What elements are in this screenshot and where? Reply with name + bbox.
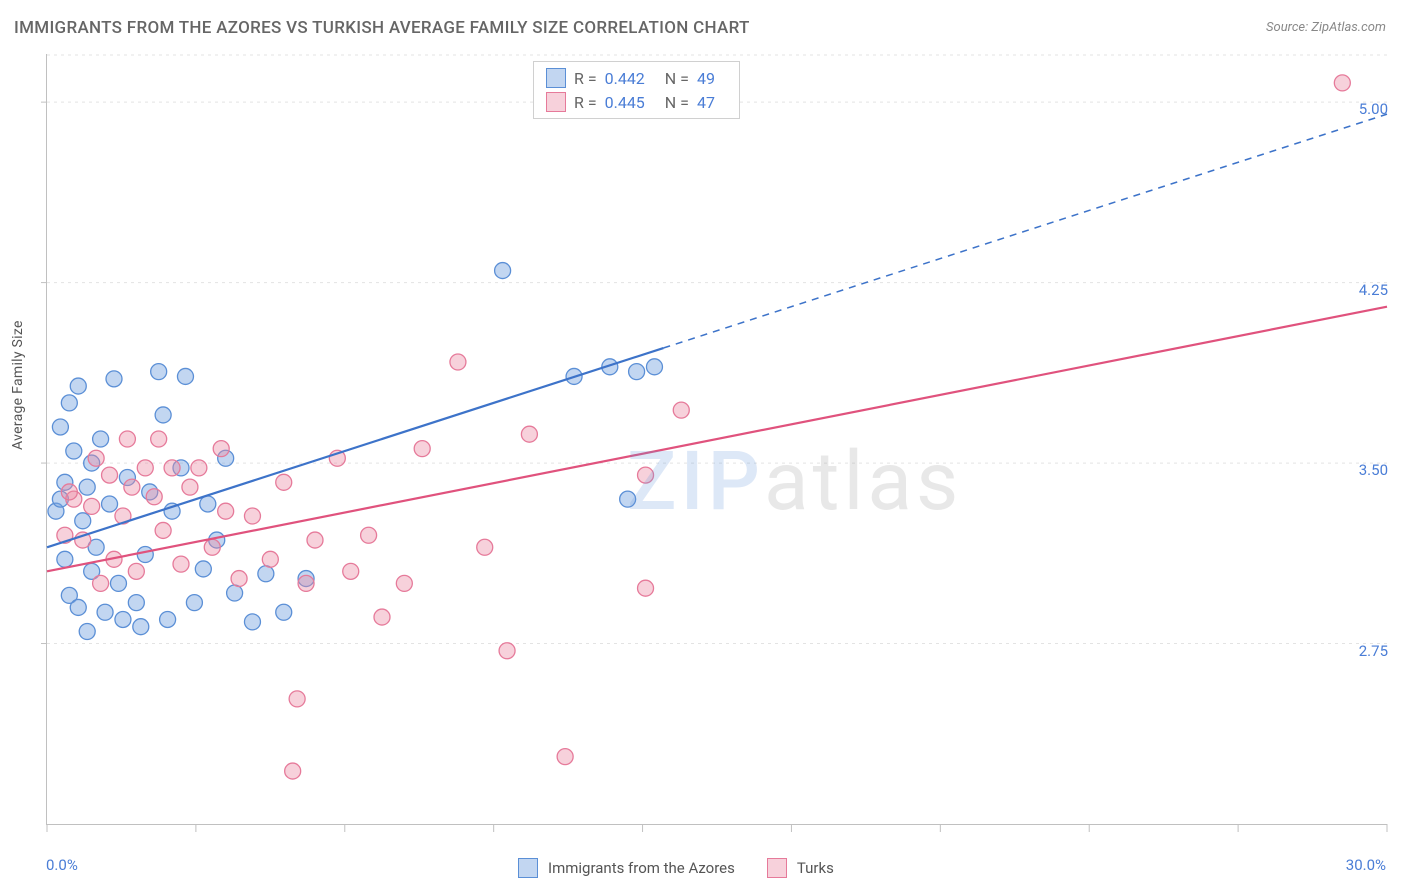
legend-n-value-azores: 49 bbox=[697, 69, 715, 88]
chart-title: IMMIGRANTS FROM THE AZORES VS TURKISH AV… bbox=[14, 18, 750, 38]
legend-stats-row-turks: R = 0.445 N = 47 bbox=[546, 90, 727, 114]
legend-label-turks: Turks bbox=[797, 859, 834, 877]
plot-area: ZIPatlas bbox=[46, 54, 1387, 825]
legend-stats: R = 0.442 N = 49 R = 0.445 N = 47 bbox=[533, 61, 740, 119]
y-axis-label: Average Family Size bbox=[10, 320, 26, 450]
legend-swatch-azores bbox=[546, 68, 566, 88]
legend-stats-row-azores: R = 0.442 N = 49 bbox=[546, 66, 727, 90]
legend-swatch-turks bbox=[546, 92, 566, 112]
legend-r-label: R = bbox=[574, 69, 597, 88]
legend-r-label: R = bbox=[574, 93, 597, 112]
x-axis-start-label: 0.0% bbox=[46, 856, 78, 874]
source-attribution: Source: ZipAtlas.com bbox=[1266, 20, 1386, 35]
legend-r-value-azores: 0.442 bbox=[605, 69, 645, 88]
legend-label-azores: Immigrants from the Azores bbox=[548, 859, 735, 877]
y-tick-label: 4.25 bbox=[1359, 281, 1388, 299]
chart-container: IMMIGRANTS FROM THE AZORES VS TURKISH AV… bbox=[0, 0, 1406, 892]
legend-r-value-turks: 0.445 bbox=[605, 93, 645, 112]
chart-svg bbox=[47, 54, 1387, 824]
y-tick-label: 2.75 bbox=[1359, 642, 1388, 660]
legend-swatch-azores-icon bbox=[518, 858, 538, 878]
legend-n-label: N = bbox=[665, 69, 689, 88]
y-tick-label: 5.00 bbox=[1359, 100, 1388, 118]
legend-n-label: N = bbox=[665, 93, 689, 112]
legend-n-value-turks: 47 bbox=[697, 93, 715, 112]
y-tick-label: 3.50 bbox=[1359, 461, 1388, 479]
x-axis-end-label: 30.0% bbox=[1346, 856, 1386, 874]
legend-series: Immigrants from the Azores Turks bbox=[518, 858, 834, 878]
legend-swatch-turks-icon bbox=[767, 858, 787, 878]
